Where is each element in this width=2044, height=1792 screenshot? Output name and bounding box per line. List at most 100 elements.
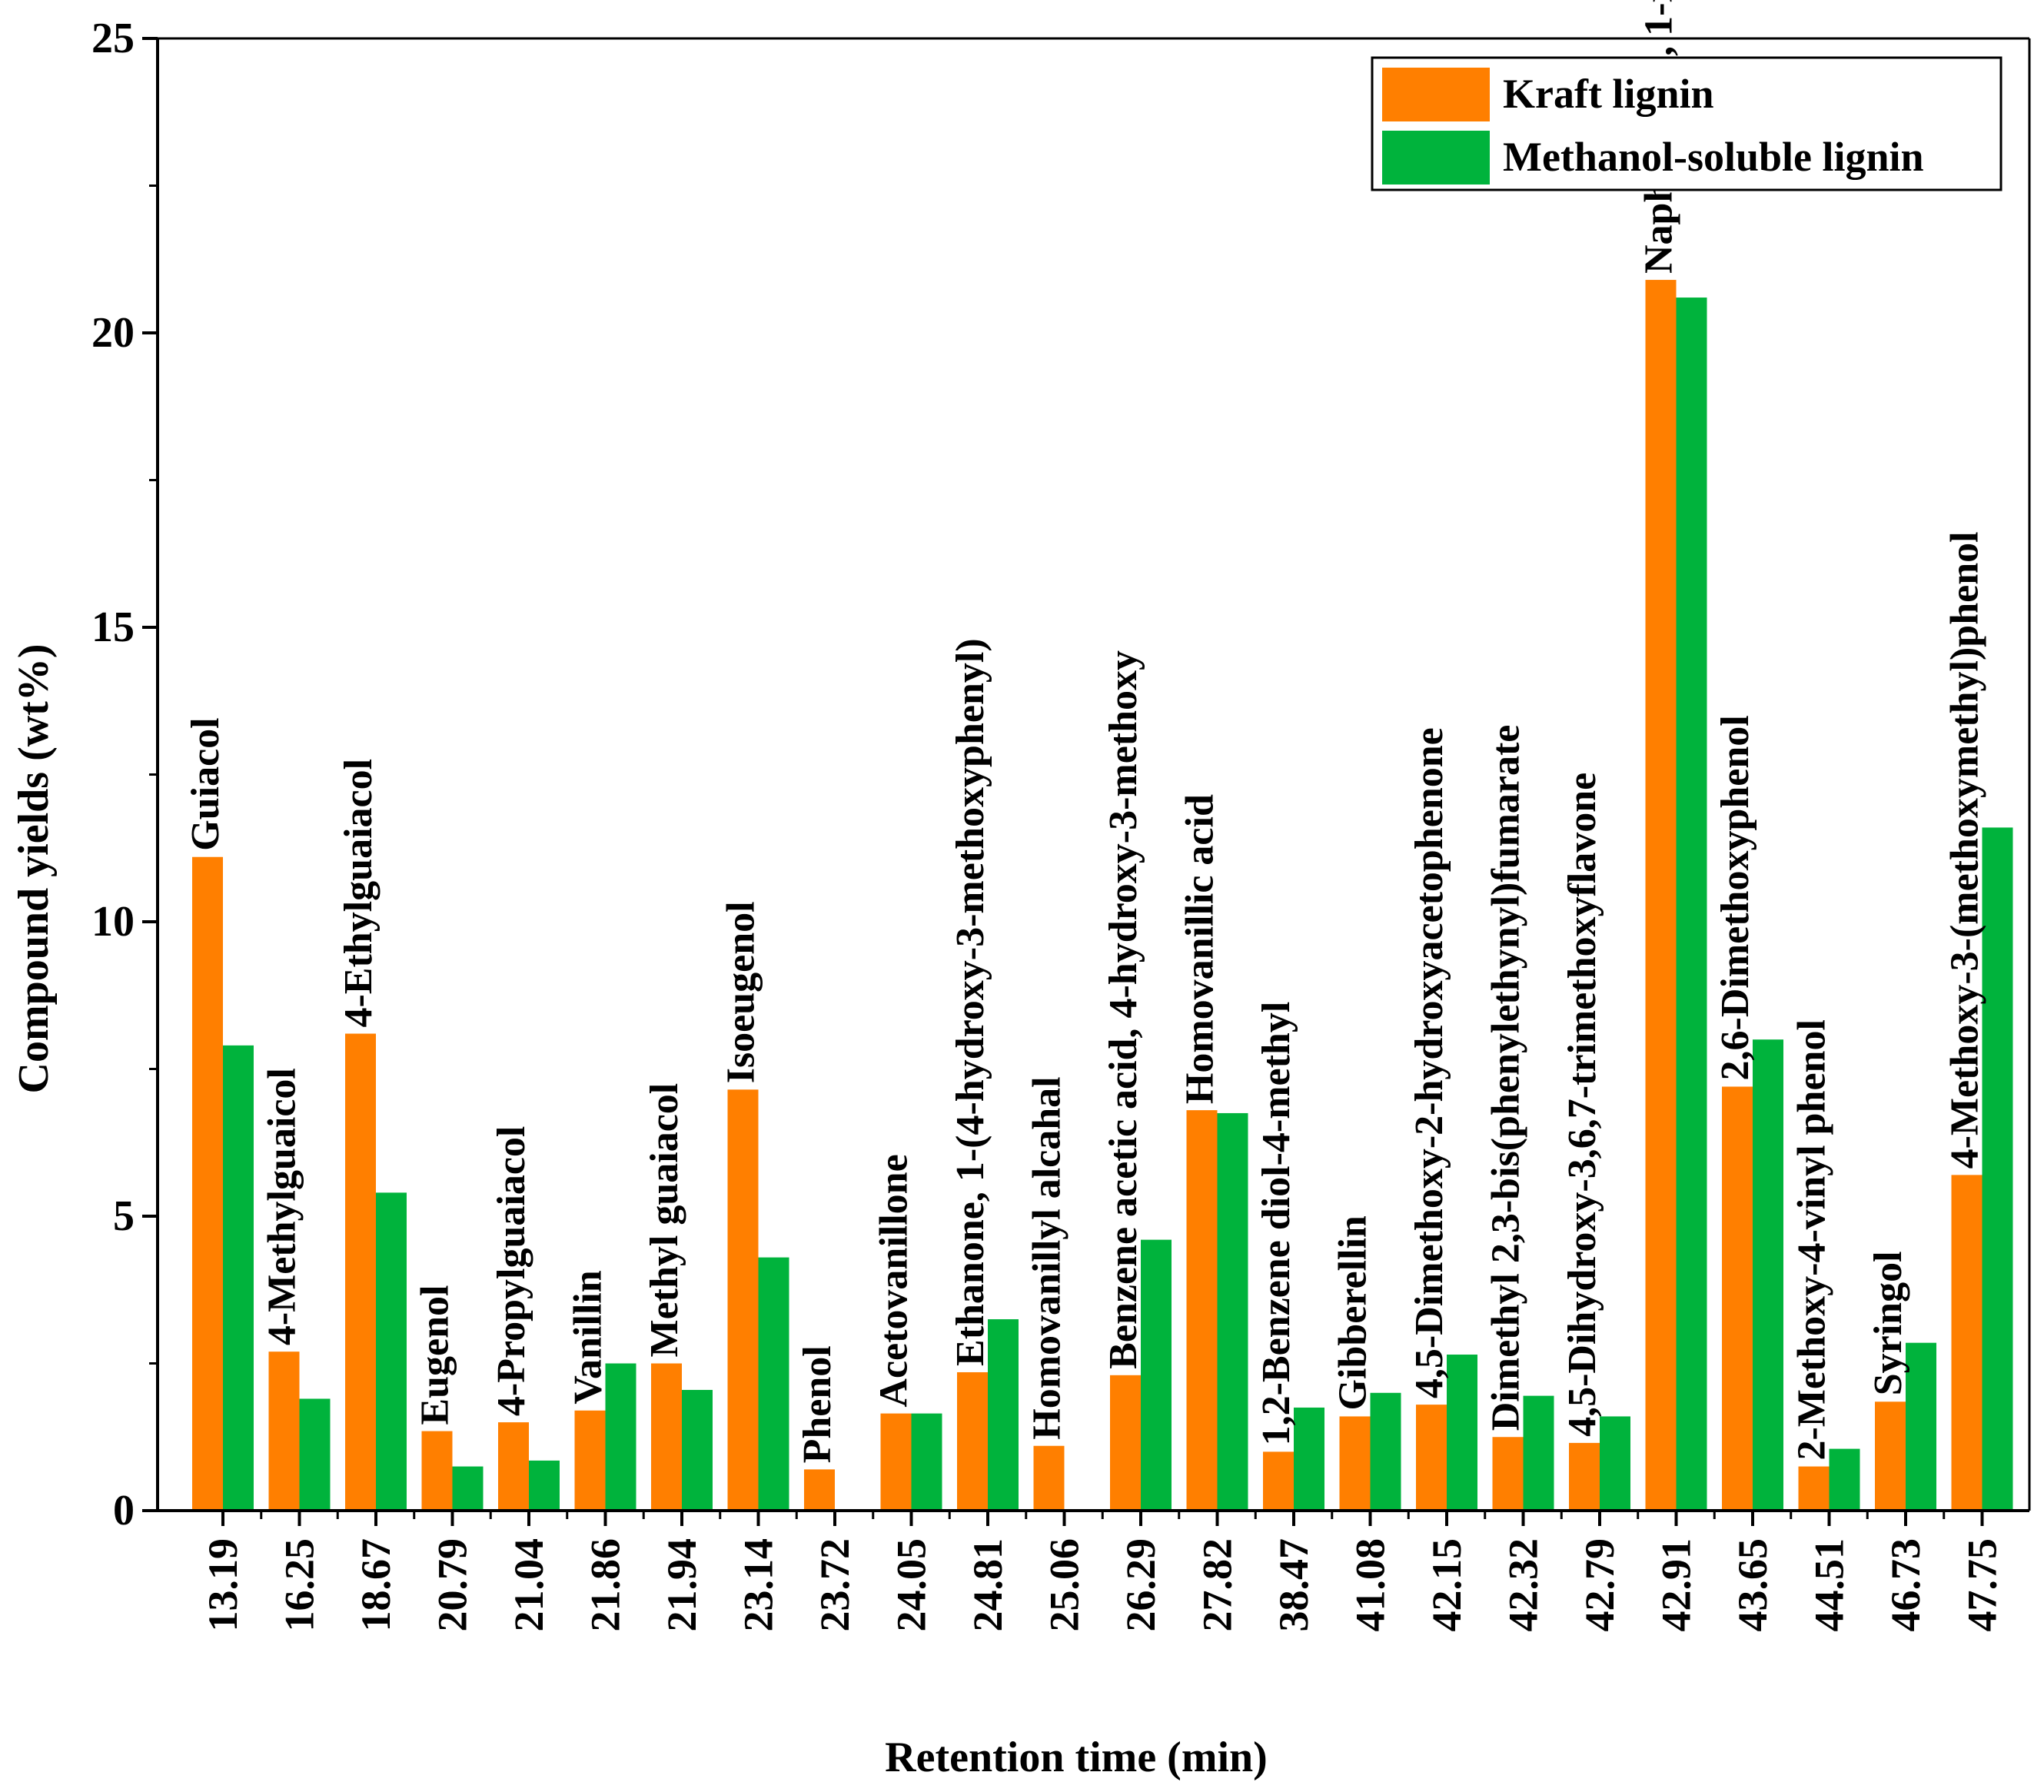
bar-kraft-27.82: [1186, 1110, 1218, 1511]
x-tick-label: 46.73: [1883, 1538, 1929, 1632]
x-tick-label: 42.79: [1577, 1538, 1623, 1632]
bar-methanol-24.05: [911, 1413, 942, 1511]
bar-kraft-21.86: [574, 1410, 606, 1511]
bar-methanol-47.75: [1982, 827, 2013, 1511]
bar-kraft-24.81: [957, 1371, 988, 1511]
compound-label: Methyl guaiacol: [643, 1083, 686, 1358]
bar-kraft-23.72: [804, 1469, 835, 1511]
bar-kraft-18.67: [345, 1033, 376, 1511]
compound-label: Homovanillic acid: [1178, 794, 1222, 1104]
x-tick-label: 41.08: [1348, 1538, 1394, 1632]
compound-label: 2,6-Dimethoxyphenol: [1713, 715, 1757, 1080]
y-tick-label: 15: [91, 603, 135, 651]
bar-methanol-20.79: [452, 1466, 484, 1511]
bar-kraft-42.15: [1416, 1405, 1447, 1511]
bar-kraft-44.51: [1798, 1466, 1830, 1511]
bar-methanol-43.65: [1753, 1039, 1783, 1511]
annotations: Guiacol 4-Methylguaicol 4-Ethylguaiacol Eug…: [184, 0, 1987, 1463]
compound-label: 4-Propylguaiacol: [490, 1126, 533, 1416]
x-tick-label: 26.29: [1118, 1538, 1164, 1632]
bar-methanol-21.04: [529, 1460, 560, 1511]
compound-label: Benzene acetic acid, 4-hydroxy-3-methoxy: [1102, 650, 1145, 1369]
x-tick-label: 21.04: [506, 1538, 552, 1632]
compound-label: Gibberellin: [1331, 1215, 1375, 1410]
y-tick-label: 5: [113, 1192, 135, 1240]
bar-methanol-42.79: [1600, 1416, 1630, 1511]
x-tick-label: 42.91: [1653, 1538, 1700, 1632]
compound-label: Dimethyl 2,3-bis(phenylethynyl)fumarate: [1484, 725, 1528, 1431]
compound-label: 4-Methylguaicol: [261, 1068, 304, 1345]
bar-kraft-16.25: [268, 1351, 300, 1511]
x-tick-label: 27.82: [1195, 1538, 1241, 1632]
bar-methanol-44.51: [1829, 1448, 1860, 1511]
bar-kraft-41.08: [1339, 1416, 1371, 1511]
bar-methanol-27.82: [1217, 1112, 1248, 1511]
bar-methanol-21.86: [605, 1363, 636, 1511]
bar-kraft-13.19: [192, 856, 223, 1511]
legend-label: Methanol-soluble lignin: [1503, 134, 1924, 180]
bar-kraft-38.47: [1263, 1451, 1294, 1511]
bar-kraft-26.29: [1110, 1375, 1141, 1511]
x-tick-label: 38.47: [1271, 1538, 1317, 1632]
bar-methanol-42.91: [1676, 298, 1707, 1511]
bar-methanol-23.14: [758, 1257, 789, 1511]
legend-label: Kraft lignin: [1503, 71, 1714, 117]
compound-label: 4-Ethylguaiacol: [337, 759, 381, 1028]
legend: Kraft lignin Methanol-soluble lignin: [1371, 56, 2002, 191]
bars: [192, 280, 2013, 1511]
compound-label: Phenol: [796, 1345, 839, 1463]
compound-label: 2-Methoxy-4-vinyl phenol: [1790, 1019, 1834, 1460]
x-tick-label: 24.81: [965, 1538, 1011, 1632]
x-tick-label: 18.67: [353, 1538, 399, 1632]
x-tick-label: 20.79: [430, 1538, 476, 1632]
y-axis-title: Compound yields (wt%): [10, 644, 58, 1094]
compound-label: Syringol: [1866, 1251, 1910, 1395]
bar-methanol-46.73: [1906, 1342, 1936, 1511]
bar-kraft-46.73: [1875, 1401, 1906, 1511]
x-tick-label: 23.14: [736, 1538, 782, 1632]
bar-methanol-42.32: [1523, 1395, 1554, 1511]
compound-label: Guiacol: [184, 717, 228, 850]
compound-label: 4,5-Dihydroxy-3,6,7-trimethoxyflavone: [1560, 773, 1604, 1437]
compound-label: 4,5-Dimethoxy-2-hydroxyacetophenone: [1408, 727, 1451, 1398]
axes: 0 5 10 15 20 25 13.19 16.25 18.67 20.79 21.04 21.86…: [91, 15, 2031, 1632]
x-tick-label: 24.05: [889, 1538, 935, 1632]
compound-label: Vanillin: [567, 1270, 610, 1404]
bar-methanol-18.67: [376, 1192, 407, 1511]
compound-label: Eugenol: [414, 1285, 457, 1425]
bar-kraft-21.04: [498, 1422, 529, 1511]
x-tick-label: 44.51: [1806, 1538, 1853, 1632]
compound-label: 4-Methoxy-3-(methoxymethyl)phenol: [1943, 531, 1987, 1169]
compound-label: Homovanillyl alcahal: [1025, 1076, 1069, 1439]
bar-kraft-47.75: [1951, 1175, 1983, 1511]
legend-swatch-kraft: [1382, 68, 1490, 121]
bar-methanol-38.47: [1294, 1407, 1324, 1511]
x-tick-label: 42.32: [1501, 1538, 1547, 1632]
bar-methanol-42.15: [1447, 1355, 1477, 1511]
compound-label: Isoeugenol: [720, 901, 763, 1083]
x-tick-label: 21.94: [659, 1538, 705, 1632]
y-tick-label: 25: [91, 15, 135, 62]
x-tick-label: 23.72: [812, 1538, 858, 1632]
x-tick-label: 47.75: [1959, 1538, 2006, 1632]
bar-methanol-26.29: [1141, 1239, 1172, 1511]
legend-swatch-methanol: [1382, 131, 1490, 185]
x-tick-label: 13.19: [200, 1538, 246, 1632]
x-tick-label: 25.06: [1042, 1538, 1088, 1632]
x-tick-label: 16.25: [277, 1538, 323, 1632]
y-tick-label: 0: [113, 1487, 135, 1534]
bar-methanol-13.19: [223, 1045, 254, 1511]
bar-methanol-41.08: [1370, 1392, 1401, 1511]
bar-kraft-43.65: [1722, 1086, 1753, 1511]
bar-kraft-25.06: [1033, 1445, 1065, 1511]
bar-kraft-42.79: [1569, 1442, 1600, 1511]
x-tick-label: 21.86: [583, 1538, 629, 1632]
bar-methanol-21.94: [682, 1389, 713, 1511]
bar-kraft-42.32: [1492, 1437, 1524, 1511]
bar-methanol-16.25: [299, 1398, 331, 1511]
bar-kraft-23.14: [727, 1089, 759, 1511]
bar-kraft-21.94: [651, 1363, 682, 1511]
y-tick-label: 10: [91, 898, 135, 946]
compound-label: Ethanone, 1-(4-hydroxy-3-methoxyphenyl): [949, 638, 992, 1366]
